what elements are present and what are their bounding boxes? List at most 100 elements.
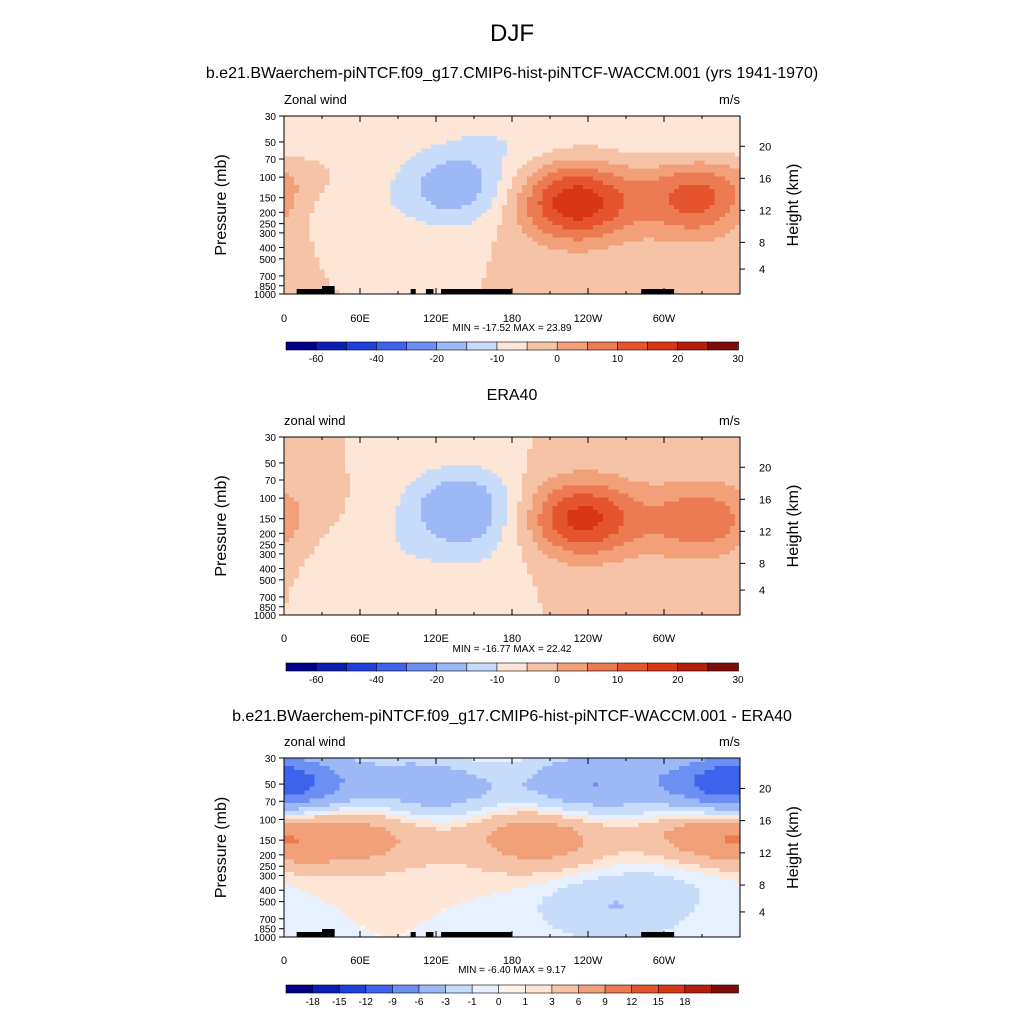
contour-cell [324,241,331,247]
contour-cell [420,225,427,230]
contour-cell [704,449,711,454]
contour-cell [714,209,721,214]
contour-cell [517,461,523,466]
contour-cell [451,188,457,194]
contour-cell [613,233,619,238]
contour-cell [724,453,731,458]
contour-cell [658,285,665,291]
contour-cell [633,180,640,186]
contour-cell [380,245,386,251]
contour-cell [370,273,376,279]
contour-cell [552,160,559,166]
contour-cell [486,457,493,462]
contour-cell [324,225,331,230]
contour-cell [572,148,579,154]
contour-cell [380,269,386,275]
contour-cell [506,473,513,479]
contour-cell [289,265,295,271]
contour-cell [491,249,498,255]
contour-cell [299,144,305,149]
contour-cell [491,120,498,125]
contour-cell [365,233,371,238]
contour-cell [466,469,473,475]
contour-cell [512,213,518,218]
contour-cell [562,221,569,226]
contour-cell [425,445,432,450]
contour-cell [714,168,721,174]
contour-cell [603,221,609,226]
contour-cell [370,221,376,226]
contour-cell [314,237,321,243]
contour-cell [319,217,326,222]
contour-cell [603,273,609,279]
contour-cell [354,465,361,470]
contour-cell [714,229,721,234]
contour-cell [344,116,351,121]
contour-cell [653,205,660,210]
contour-cell [628,176,635,182]
contour-cell [446,249,452,255]
contour-cell [299,477,305,483]
contour-cell [547,253,554,259]
contour-cell [284,148,290,154]
contour-cell [699,148,706,154]
contour-cell [360,140,366,145]
contour-cell [400,168,407,174]
contour-cell [623,265,630,271]
contour-cell [648,469,655,475]
contour-cell [603,449,609,454]
contour-cell [304,156,310,162]
contour-cell [329,225,336,230]
contour-cell [486,265,493,271]
contour-cell [304,196,310,202]
contour-cell [562,180,569,186]
contour-cell [674,120,680,125]
contour-cell [304,285,310,291]
contour-cell [425,473,432,479]
contour-cell [425,192,432,198]
contour-cell [658,132,665,137]
contour-cell [638,457,645,462]
contour-cell [405,168,412,174]
contour-cell [491,273,498,279]
contour-cell [441,457,447,462]
contour-cell [699,457,706,462]
contour-cell [491,281,498,287]
contour-cell [704,249,711,255]
contour-cell [385,273,391,279]
contour-cell [349,172,356,178]
contour-cell [598,192,604,198]
contour-cell [385,245,391,251]
contour-cell [375,120,381,125]
contour-cell [603,168,609,174]
contour-cell [522,176,528,182]
contour-cell [552,261,559,267]
contour-cell [501,188,508,194]
contour-cell [633,437,640,442]
contour-cell [517,200,523,206]
contour-cell [339,465,346,470]
contour-cell [349,225,356,230]
contour-cell [446,196,452,202]
contour-cell [436,437,442,442]
contour-cell [719,273,726,279]
contour-cell [577,180,584,186]
contour-cell [714,241,721,247]
contour-cell [400,449,407,454]
contour-cell [375,144,381,149]
contour-cell [456,261,462,267]
contour-cell [476,285,483,291]
contour-cell [436,449,442,454]
contour-cell [582,241,589,247]
contour-cell [334,221,341,226]
contour-cell [643,237,650,243]
contour-cell [339,253,346,259]
contour-cell [562,437,569,442]
contour-cell [557,265,564,271]
contour-cell [618,449,625,454]
contour-cell [466,156,473,162]
contour-cell [577,116,584,121]
contour-cell [582,160,589,166]
contour-cell [724,233,731,238]
contour-cell [658,221,665,226]
